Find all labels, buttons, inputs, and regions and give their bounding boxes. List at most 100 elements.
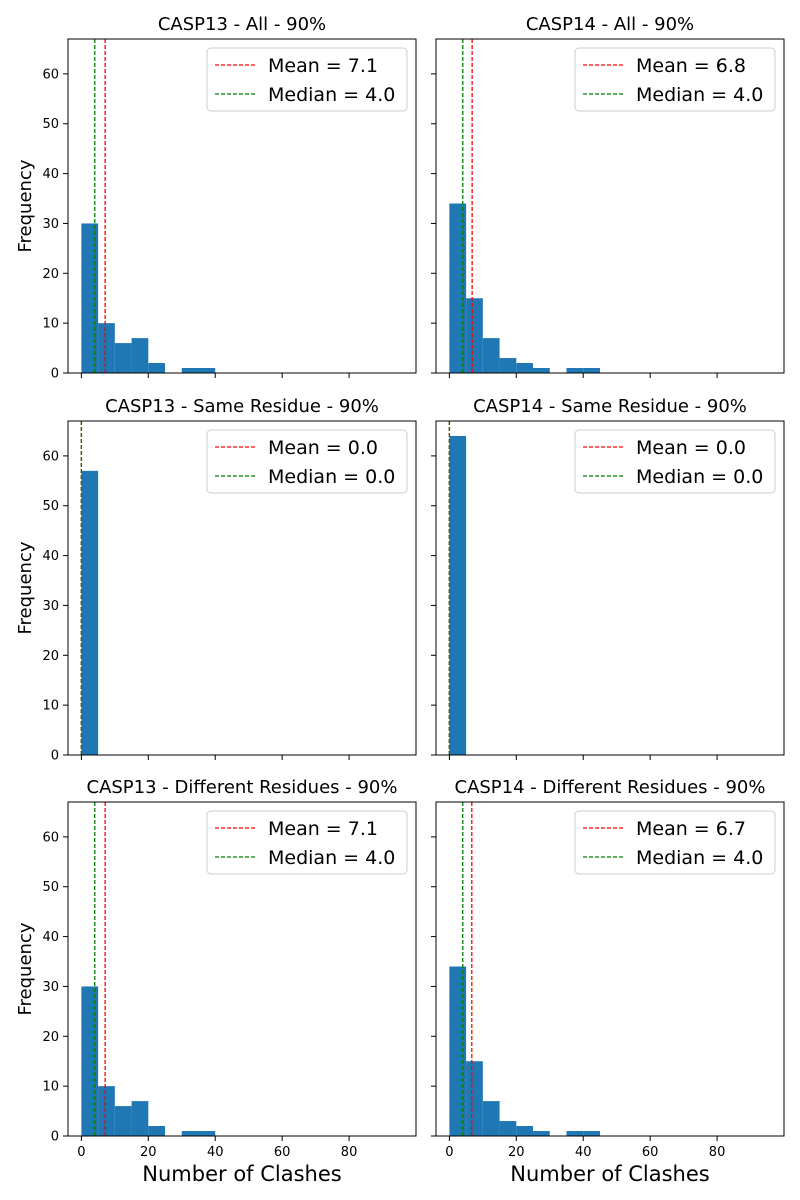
x-axis-label: Number of Clashes xyxy=(510,1162,709,1186)
chart-title: CASP14 - Same Residue - 90% xyxy=(473,396,747,417)
y-tick-label: 20 xyxy=(42,267,59,282)
y-tick-label: 60 xyxy=(42,67,59,82)
plot-frame xyxy=(67,801,417,1137)
histogram-bar xyxy=(449,435,467,755)
x-tick-label: 80 xyxy=(341,1145,358,1160)
x-tick-label: 80 xyxy=(709,1145,726,1160)
histogram-bar xyxy=(466,298,483,373)
y-tick-label: 0 xyxy=(51,367,59,382)
x-tick-label: 40 xyxy=(207,1145,224,1160)
chart-panel-6: CASP14 - Different Residues - 90% 0 20 40 60… xyxy=(431,777,785,1186)
histogram-bar xyxy=(81,470,99,755)
histogram-bar xyxy=(148,363,166,373)
chart-panel-3: CASP13 - Same Residue - 90% 0 10 20 30 40 50 60… xyxy=(15,396,417,764)
histogram-bar xyxy=(482,338,500,373)
histogram-bar xyxy=(566,368,584,373)
y-tick-label: 60 xyxy=(42,449,59,464)
legend-box xyxy=(574,429,776,494)
histogram-bar xyxy=(583,1131,600,1136)
histogram-bar xyxy=(81,986,99,1136)
histogram-bar xyxy=(499,1121,517,1136)
x-tick-label: 0 xyxy=(77,1145,85,1160)
histogram-bar xyxy=(583,368,600,373)
y-tick-label: 10 xyxy=(42,699,59,714)
histogram-bar xyxy=(516,363,534,373)
y-tick-label: 50 xyxy=(42,499,59,514)
y-tick-label: 50 xyxy=(42,880,59,895)
histogram-bar xyxy=(499,358,517,373)
y-tick-label: 20 xyxy=(42,649,59,664)
legend: Mean = 7.1 Median = 4.0 xyxy=(206,810,408,875)
legend-mean-label: Mean = 0.0 xyxy=(636,437,746,459)
x-tick-label: 20 xyxy=(140,1145,157,1160)
y-tick-label: 30 xyxy=(42,217,59,232)
x-tick-label: 40 xyxy=(575,1145,592,1160)
legend-box xyxy=(206,47,408,112)
legend-median-label: Median = 4.0 xyxy=(268,84,395,106)
histogram-bar xyxy=(98,323,115,373)
legend: Mean = 0.0 Median = 0.0 xyxy=(574,429,776,494)
chart-panel-4: CASP14 - Same Residue - 90% Mean = 0.0 Med… xyxy=(431,396,785,760)
histogram-bar xyxy=(516,1126,534,1136)
histogram-bar xyxy=(114,1106,132,1136)
y-tick-label: 10 xyxy=(42,317,59,332)
y-tick-label: 30 xyxy=(42,980,59,995)
histogram-bar xyxy=(148,1126,166,1136)
chart-title: CASP14 - All - 90% xyxy=(526,14,694,35)
histogram-bar xyxy=(181,368,199,373)
y-axis-label: Frequency xyxy=(15,922,36,1015)
chart-panel-2: CASP14 - All - 90% Mean = 6.8 Median = 4.0 xyxy=(431,14,785,378)
legend-median-label: Median = 4.0 xyxy=(636,847,763,869)
histogram-bar xyxy=(98,1086,115,1136)
chart-panel-5: CASP13 - Different Residues - 90% 0 10 20 30… xyxy=(15,777,417,1186)
y-tick-label: 0 xyxy=(51,1130,59,1145)
legend: Mean = 0.0 Median = 0.0 xyxy=(206,429,408,494)
legend-mean-label: Mean = 7.1 xyxy=(268,55,378,77)
histogram-bar xyxy=(449,203,467,373)
plot-frame xyxy=(435,801,785,1137)
x-tick-label: 60 xyxy=(642,1145,659,1160)
chart-title: CASP13 - Different Residues - 90% xyxy=(87,777,398,798)
y-tick-label: 30 xyxy=(42,599,59,614)
legend-mean-label: Mean = 0.0 xyxy=(268,437,378,459)
y-axis-label: Frequency xyxy=(15,541,36,634)
legend-mean-label: Mean = 7.1 xyxy=(268,818,378,840)
legend-box xyxy=(574,810,776,875)
legend-median-label: Median = 0.0 xyxy=(636,466,763,488)
chart-title: CASP13 - Same Residue - 90% xyxy=(105,396,379,417)
y-tick-label: 10 xyxy=(42,1080,59,1095)
plot-frame xyxy=(435,420,785,756)
histogram-bar xyxy=(449,966,467,1136)
histogram-bar xyxy=(114,343,132,373)
plot-frame xyxy=(67,38,417,374)
legend-mean-label: Mean = 6.8 xyxy=(636,55,746,77)
histogram-bar xyxy=(131,1101,149,1136)
legend-box xyxy=(574,47,776,112)
histogram-bar xyxy=(533,1131,550,1136)
plot-frame xyxy=(435,38,785,374)
legend-median-label: Median = 4.0 xyxy=(268,847,395,869)
legend: Mean = 6.7 Median = 4.0 xyxy=(574,810,776,875)
histogram-bar xyxy=(198,368,216,373)
legend-median-label: Median = 0.0 xyxy=(268,466,395,488)
y-axis-label: Frequency xyxy=(15,159,36,252)
histogram-bar xyxy=(181,1131,199,1136)
legend-box xyxy=(206,810,408,875)
histogram-bar xyxy=(533,368,550,373)
histogram-bar xyxy=(466,1061,483,1136)
x-axis-label: Number of Clashes xyxy=(142,1162,341,1186)
x-tick-label: 0 xyxy=(445,1145,453,1160)
chart-title: CASP14 - Different Residues - 90% xyxy=(455,777,766,798)
legend: Mean = 7.1 Median = 4.0 xyxy=(206,47,408,112)
x-tick-label: 60 xyxy=(274,1145,291,1160)
chart-title: CASP13 - All - 90% xyxy=(158,14,326,35)
y-tick-label: 60 xyxy=(42,830,59,845)
legend-mean-label: Mean = 6.7 xyxy=(636,818,746,840)
histogram-bar xyxy=(566,1131,584,1136)
chart-panel-1: CASP13 - All - 90% 0 10 20 30 40 50 60 Frequency… xyxy=(15,14,417,382)
histogram-bar xyxy=(81,223,99,373)
y-tick-label: 40 xyxy=(42,167,59,182)
histogram-bar xyxy=(131,338,149,373)
y-tick-label: 0 xyxy=(51,749,59,764)
